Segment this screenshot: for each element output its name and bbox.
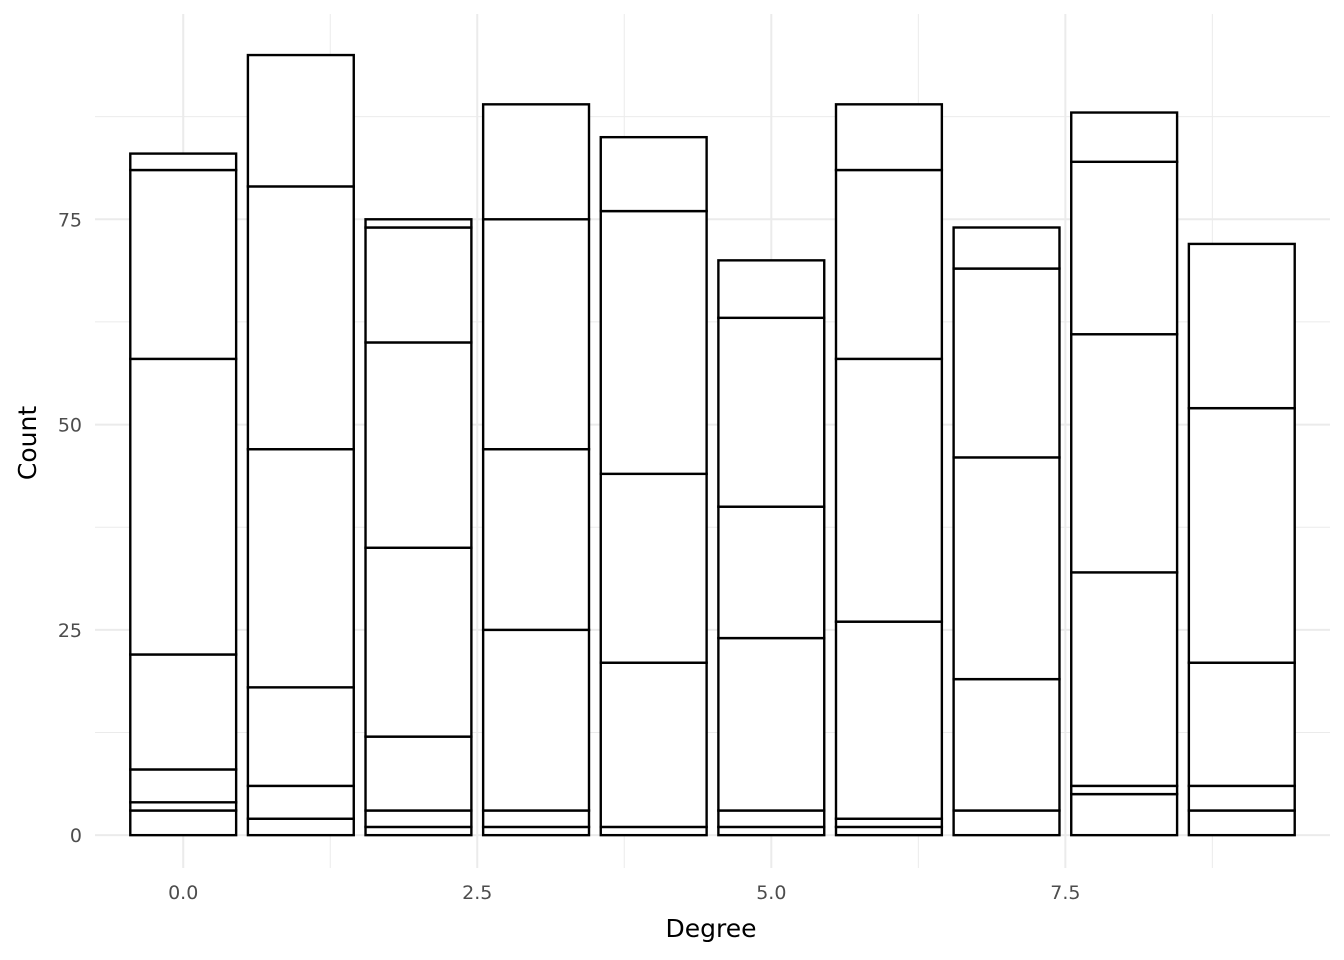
- bar-segment: [834, 103, 944, 172]
- bar-segment: [481, 218, 591, 451]
- bar-segment: [834, 357, 944, 623]
- bar-segment: [129, 768, 238, 804]
- bar-segment: [834, 620, 944, 820]
- bar-segment: [952, 809, 1061, 837]
- bar-segment: [717, 505, 826, 640]
- bar-segment: [246, 448, 355, 689]
- bar-segment: [364, 809, 473, 829]
- bar-segment: [246, 53, 355, 188]
- bar-segment: [952, 267, 1061, 459]
- y-tick-label: 0: [70, 825, 82, 847]
- bar-segment: [1070, 571, 1179, 788]
- bar-segment: [952, 677, 1061, 812]
- bar-segment: [599, 209, 708, 476]
- bar-segment: [364, 825, 473, 837]
- bar-segment: [1187, 784, 1296, 812]
- x-axis-tick-labels: 0.0 2.5 5.0 7.5: [168, 882, 1080, 904]
- bar-segment: [1070, 784, 1179, 796]
- bar-segment: [129, 653, 238, 771]
- bar-segment: [952, 456, 1061, 681]
- bar-segment: [129, 152, 238, 172]
- bar-segment: [1070, 333, 1179, 574]
- bar-segment: [481, 103, 591, 221]
- y-axis-title: Count: [13, 406, 42, 480]
- bar-segment: [1187, 809, 1296, 837]
- bar-segment: [481, 448, 591, 632]
- bar-segment: [1187, 242, 1296, 410]
- bar-segment: [717, 316, 826, 508]
- bar-segment: [129, 801, 238, 812]
- bar-segment: [599, 135, 708, 213]
- bar-segment: [834, 825, 944, 837]
- bar-segment: [129, 168, 238, 361]
- bar-segment: [1187, 661, 1296, 788]
- bar-segment: [599, 825, 708, 837]
- bar-segment: [1070, 111, 1179, 164]
- y-axis-tick-labels: 0 25 50 75: [58, 209, 82, 847]
- bar-segment: [834, 817, 944, 829]
- y-tick-label: 75: [58, 209, 82, 231]
- bar-segment: [246, 817, 355, 837]
- bars-layer: [129, 53, 1296, 837]
- bar-segment: [1070, 160, 1179, 336]
- x-tick-label: 2.5: [462, 882, 492, 904]
- bar-segment: [364, 218, 473, 229]
- bar-segment: [364, 341, 473, 549]
- bar-segment: [952, 226, 1061, 270]
- bar-segment: [599, 472, 708, 664]
- bar-segment: [1070, 792, 1179, 837]
- bar-segment: [717, 259, 826, 320]
- bar-segment: [364, 735, 473, 812]
- bar-segment: [129, 357, 238, 656]
- x-tick-label: 5.0: [756, 882, 786, 904]
- bar-segment: [129, 809, 238, 837]
- x-tick-label: 0.0: [168, 882, 198, 904]
- x-tick-label: 7.5: [1050, 882, 1080, 904]
- bar-segment: [246, 784, 355, 820]
- bar-segment: [364, 546, 473, 738]
- bar-segment: [717, 825, 826, 837]
- x-axis-title: Degree: [666, 914, 757, 943]
- bar-segment: [717, 636, 826, 812]
- bar-segment: [481, 628, 591, 812]
- bar-segment: [364, 226, 473, 344]
- bar-segment: [717, 809, 826, 829]
- bar-segment: [481, 825, 591, 837]
- y-tick-label: 50: [58, 415, 82, 437]
- bar-segment: [246, 185, 355, 451]
- y-tick-label: 25: [58, 620, 82, 642]
- bar-segment: [246, 686, 355, 788]
- bar-segment: [1187, 406, 1296, 664]
- bar-segment: [481, 809, 591, 829]
- bar-segment: [599, 661, 708, 829]
- bar-segment: [834, 168, 944, 361]
